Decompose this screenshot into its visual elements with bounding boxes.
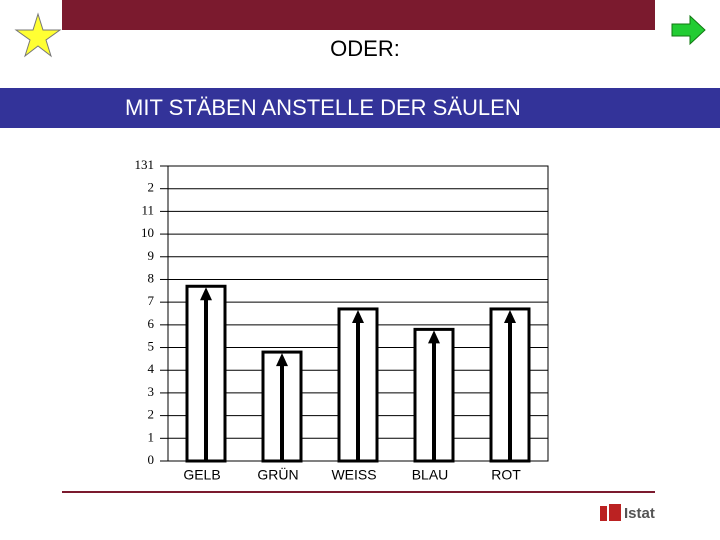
y-tick-label: 8 xyxy=(148,270,155,285)
y-tick-label: 3 xyxy=(148,384,155,399)
x-tick-label: BLAU xyxy=(412,467,449,483)
bar-arrowhead xyxy=(428,330,440,344)
bar-arrowhead xyxy=(504,309,516,323)
star-icon xyxy=(14,12,62,58)
y-tick-label: 7 xyxy=(148,293,155,308)
y-tick-label: 4 xyxy=(148,361,155,376)
y-tick-label: 6 xyxy=(148,316,155,331)
x-tick-label: GRÜN xyxy=(257,466,298,483)
banner xyxy=(0,88,720,128)
x-tick-label: WEISS xyxy=(331,467,376,483)
y-tick-label: 0 xyxy=(148,452,155,467)
banner-text: MIT STÄBEN ANSTELLE DER SÄULEN xyxy=(125,95,521,120)
bar-arrowhead xyxy=(352,309,364,323)
bar-arrowhead xyxy=(200,287,212,301)
next-arrow[interactable] xyxy=(671,14,706,46)
y-tick-label: 1 xyxy=(148,429,155,444)
y-tick-label: 5 xyxy=(148,339,155,354)
x-tick-label: ROT xyxy=(491,467,521,483)
logo-mark xyxy=(600,506,607,521)
bar-arrowhead xyxy=(276,353,288,367)
y-tick-label: 131 xyxy=(135,157,155,172)
y-tick-label: 10 xyxy=(141,225,154,240)
logo-text: Istat xyxy=(624,505,655,522)
y-tick-label: 9 xyxy=(148,248,155,263)
logo-mark xyxy=(609,504,621,521)
y-tick-label: 2 xyxy=(148,180,155,195)
y-tick-label: 2 xyxy=(148,407,155,422)
slide-title: ODER: xyxy=(330,36,400,61)
header-band xyxy=(62,0,655,30)
x-tick-label: GELB xyxy=(183,467,220,483)
y-tick-label: 11 xyxy=(141,202,154,217)
